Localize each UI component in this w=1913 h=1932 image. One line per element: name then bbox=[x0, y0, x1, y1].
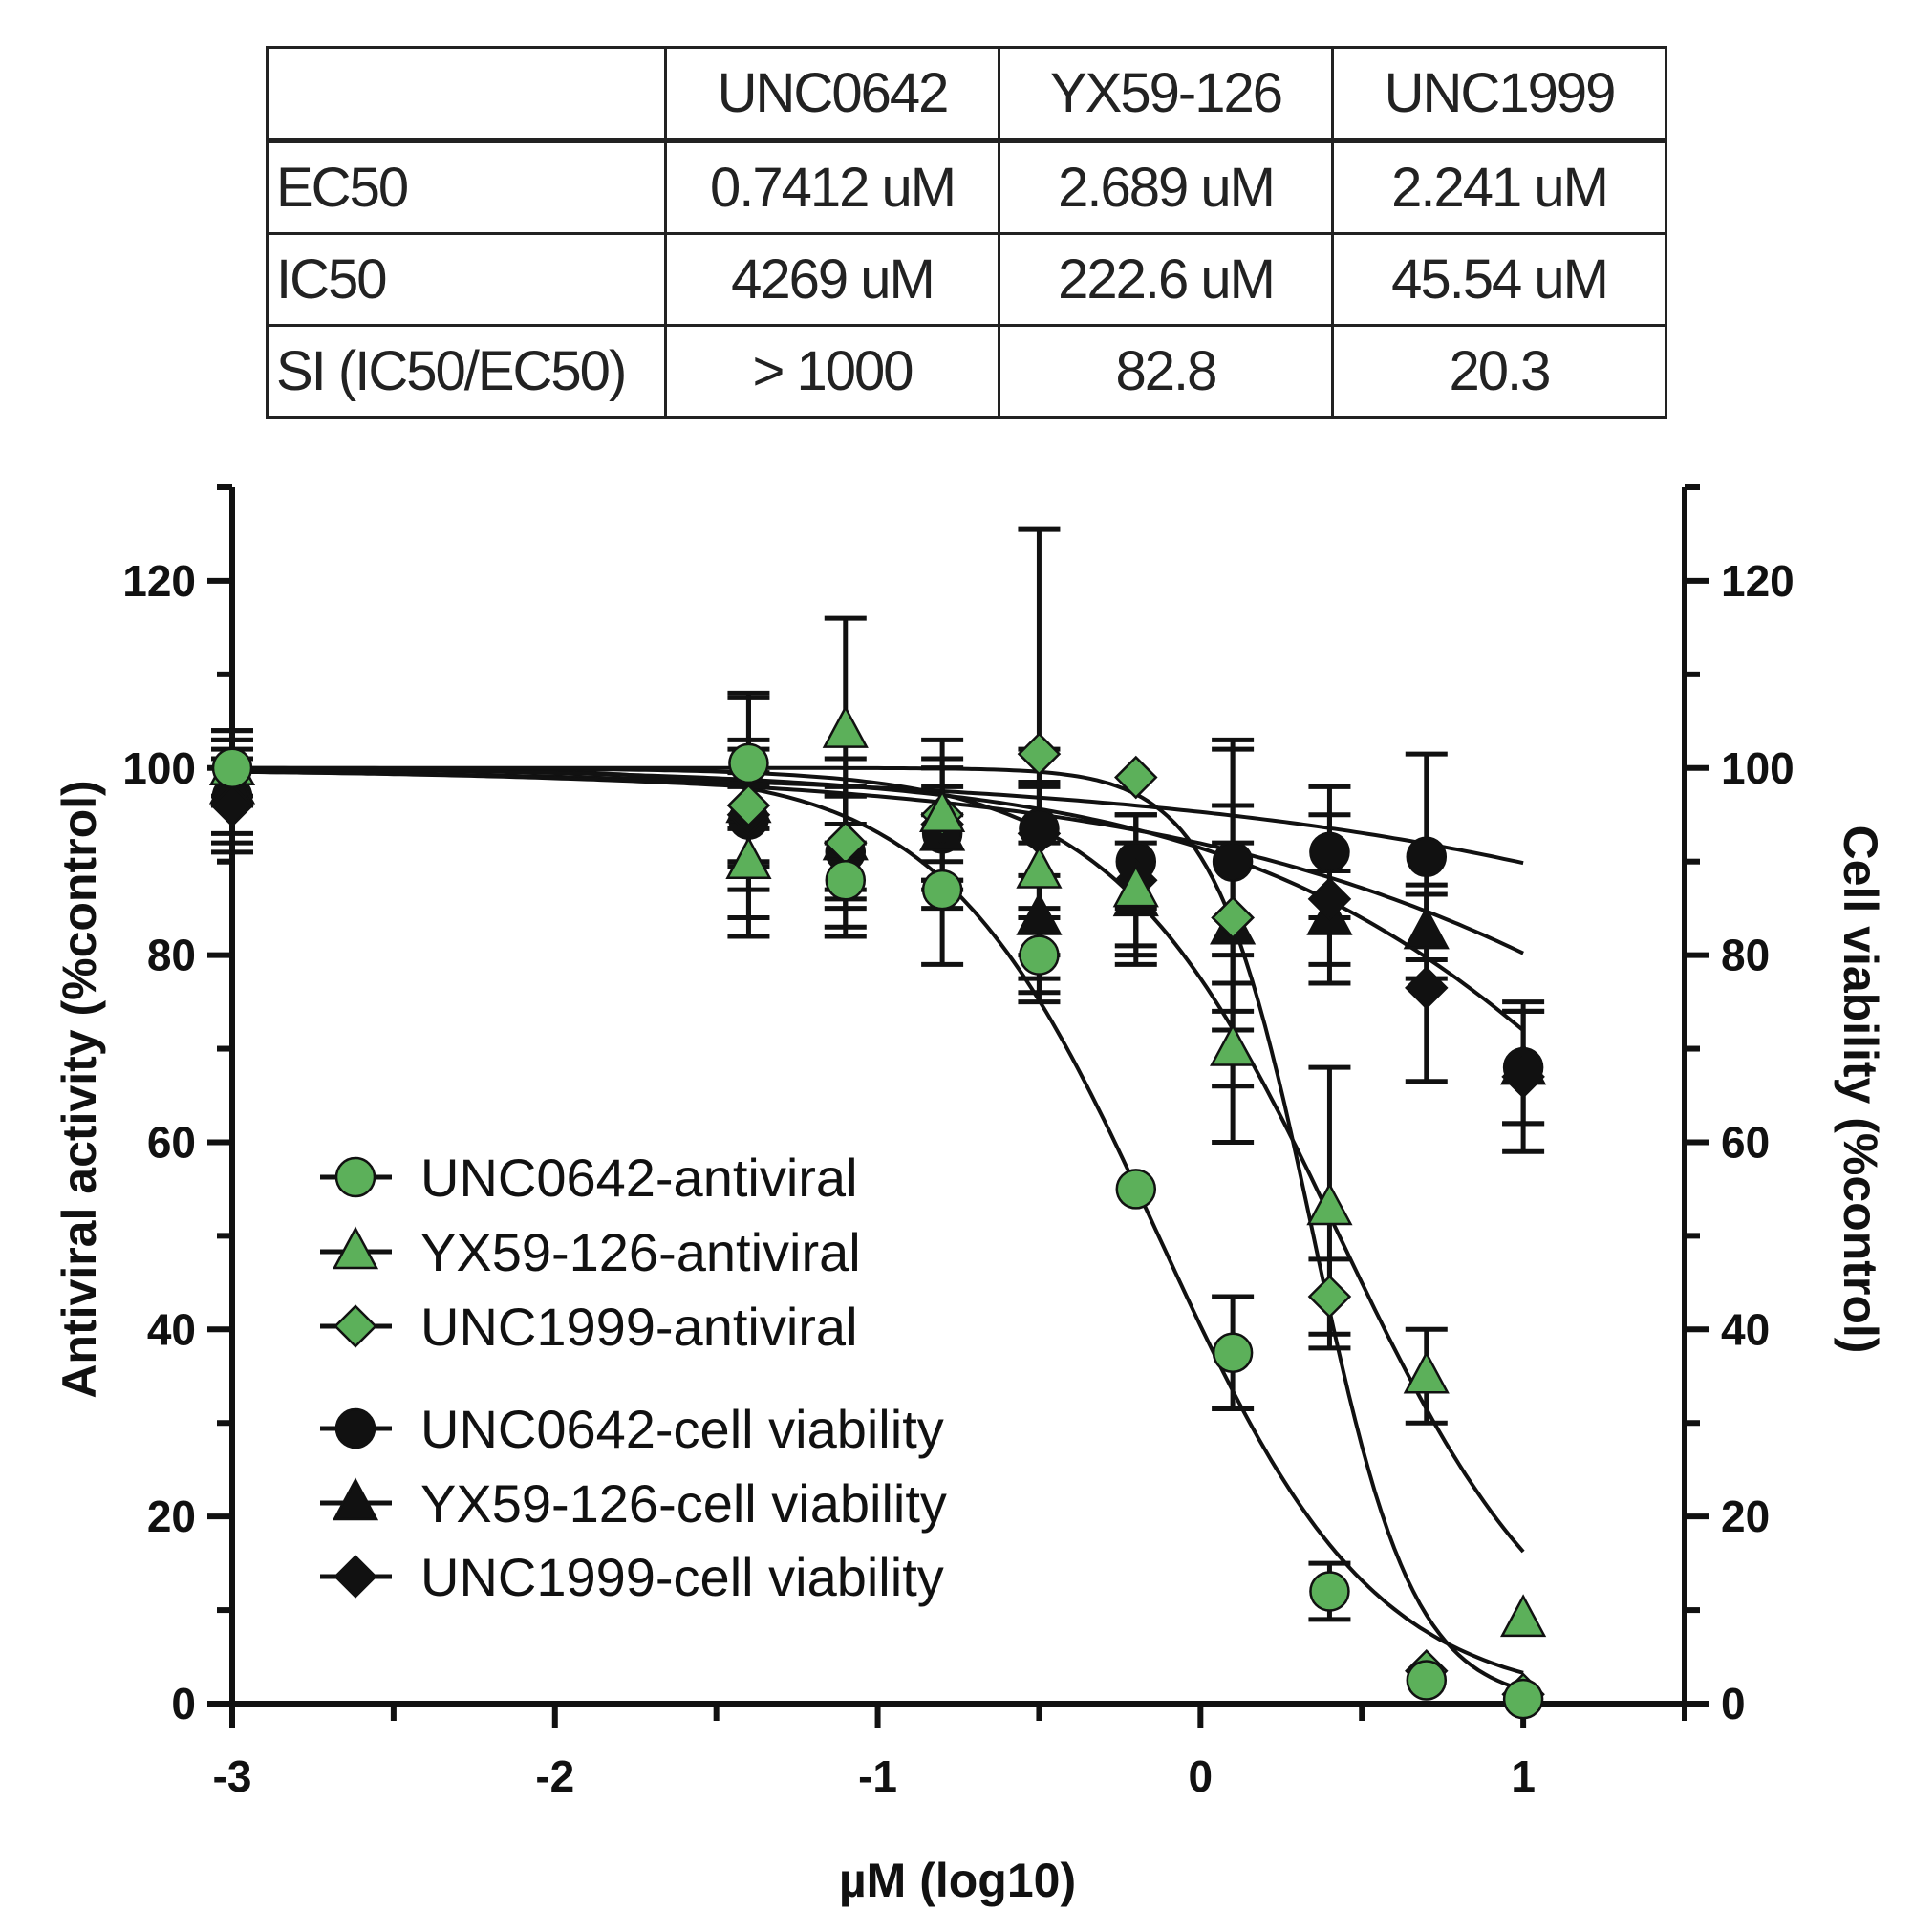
fit-curves bbox=[231, 765, 1525, 1692]
data-point bbox=[1212, 1332, 1254, 1374]
y-axis-label: Antiviral activity (%control) bbox=[53, 780, 106, 1398]
table-cell: 20.3 bbox=[1331, 324, 1667, 419]
legend-label: UNC1999-cell viability bbox=[420, 1547, 944, 1607]
legend-label: YX59-126-cell viability bbox=[420, 1473, 947, 1534]
y-tick-label: 40 bbox=[147, 1304, 196, 1354]
legend-marker bbox=[334, 1156, 376, 1198]
data-point bbox=[1017, 732, 1062, 776]
table-cell: 45.54 uM bbox=[1331, 232, 1667, 327]
data-point bbox=[210, 784, 254, 827]
y-tick-label: 20 bbox=[147, 1492, 196, 1541]
table-cell: 82.8 bbox=[998, 324, 1334, 419]
data-point bbox=[822, 704, 869, 748]
x-tick-label: -1 bbox=[858, 1751, 897, 1801]
data-point bbox=[728, 742, 769, 784]
legend-label: UNC1999-antiviral bbox=[420, 1297, 858, 1357]
table-row-label: SI (IC50/EC50) bbox=[266, 324, 667, 419]
y2-tick-label: 0 bbox=[1721, 1679, 1746, 1728]
table-header-row: UNC0642 YX59-126 UNC1999 bbox=[266, 46, 1667, 143]
x-tick-label: 1 bbox=[1511, 1751, 1536, 1801]
y2-tick-label: 40 bbox=[1721, 1304, 1770, 1354]
legend-marker bbox=[334, 1407, 376, 1449]
data-point bbox=[725, 836, 772, 879]
table-header-cell: YX59-126 bbox=[998, 46, 1334, 143]
y2-tick-label: 60 bbox=[1721, 1117, 1770, 1167]
table-cell: 4269 uM bbox=[664, 232, 1000, 327]
y2-tick-label: 100 bbox=[1721, 743, 1795, 793]
table-row-label: IC50 bbox=[266, 232, 667, 327]
legend-label: UNC0642-cell viability bbox=[420, 1399, 944, 1459]
y2-tick-label: 20 bbox=[1721, 1492, 1770, 1541]
fit-curve bbox=[231, 767, 1525, 1032]
table-cell: 2.241 uM bbox=[1331, 139, 1667, 235]
table-row: SI (IC50/EC50) > 1000 82.8 20.3 bbox=[266, 324, 1667, 419]
data-point bbox=[919, 789, 966, 832]
legend-marker bbox=[333, 1555, 377, 1599]
y2-tick-label: 80 bbox=[1721, 931, 1770, 980]
x-tick-label: 0 bbox=[1189, 1751, 1214, 1801]
data-point bbox=[1501, 1055, 1545, 1099]
data-point bbox=[1406, 836, 1448, 878]
y2-axis-label: Cell viability (%control) bbox=[1834, 826, 1887, 1354]
x-axis-label: µM (log10) bbox=[839, 1854, 1076, 1907]
y-tick-label: 120 bbox=[122, 556, 196, 606]
y-tick-label: 60 bbox=[147, 1117, 196, 1167]
table-cell: 2.689 uM bbox=[998, 139, 1334, 235]
fit-curve bbox=[232, 765, 1524, 1692]
data-point bbox=[1212, 841, 1254, 882]
chart-legend: UNC0642-antiviral YX59-126-antiviral UNC19… bbox=[320, 1148, 947, 1607]
data-point bbox=[1016, 891, 1063, 935]
table-row: EC50 0.7412 uM 2.689 uM 2.241 uM bbox=[266, 139, 1667, 235]
y2-tick-label: 120 bbox=[1721, 556, 1795, 606]
data-point bbox=[825, 860, 867, 901]
legend-marker bbox=[332, 1226, 379, 1270]
table-header-cell: UNC0642 bbox=[664, 46, 1000, 143]
x-tick-label: -3 bbox=[213, 1751, 252, 1801]
data-point bbox=[1309, 831, 1350, 873]
legend-label: UNC0642-antiviral bbox=[420, 1148, 858, 1208]
summary-table-container: UNC0642 YX59-126 UNC1999 EC50 0.7412 uM … bbox=[266, 46, 1667, 419]
data-point bbox=[1112, 864, 1159, 908]
data-point bbox=[921, 869, 963, 911]
legend-marker bbox=[332, 1477, 379, 1521]
data-point bbox=[1405, 966, 1449, 1010]
summary-table: UNC0642 YX59-126 UNC1999 EC50 0.7412 uM … bbox=[266, 46, 1667, 419]
data-point bbox=[1403, 1350, 1450, 1394]
data-point bbox=[1502, 1678, 1544, 1720]
chart-axes: 0 0 20 20 40 40 60 60 80 80 100 100 120 120 -3 -2 -1 0 1 bbox=[122, 484, 1795, 1801]
data-point bbox=[1309, 1571, 1350, 1612]
data-point bbox=[1307, 877, 1352, 921]
table-row-label: EC50 bbox=[266, 139, 667, 235]
data-point bbox=[1307, 1275, 1352, 1319]
legend-label: YX59-126-antiviral bbox=[420, 1222, 861, 1282]
table-cell: 0.7412 uM bbox=[664, 139, 1000, 235]
data-point bbox=[726, 784, 771, 827]
fit-curve bbox=[231, 769, 1524, 955]
data-point bbox=[1114, 755, 1158, 800]
data-point bbox=[1210, 1022, 1257, 1066]
data-point bbox=[1403, 906, 1450, 950]
table-corner-cell bbox=[266, 46, 667, 143]
table-cell: > 1000 bbox=[664, 324, 1000, 419]
data-point bbox=[1500, 1594, 1547, 1638]
y-tick-label: 80 bbox=[147, 931, 196, 980]
table-row: IC50 4269 uM 222.6 uM 45.54 uM bbox=[266, 232, 1667, 327]
data-point bbox=[1211, 895, 1255, 940]
data-point bbox=[1406, 1660, 1448, 1701]
x-tick-label: -2 bbox=[535, 1751, 574, 1801]
data-point bbox=[1115, 1169, 1157, 1210]
data-points bbox=[208, 704, 1547, 1720]
y-tick-label: 100 bbox=[122, 743, 196, 793]
data-point bbox=[1019, 934, 1060, 976]
data-point bbox=[1306, 1182, 1353, 1226]
y-tick-label: 0 bbox=[171, 1679, 196, 1728]
table-header-cell: UNC1999 bbox=[1331, 46, 1667, 143]
table-cell: 222.6 uM bbox=[998, 232, 1334, 327]
legend-marker bbox=[333, 1304, 377, 1348]
data-point bbox=[211, 747, 253, 789]
data-point bbox=[1016, 845, 1063, 889]
